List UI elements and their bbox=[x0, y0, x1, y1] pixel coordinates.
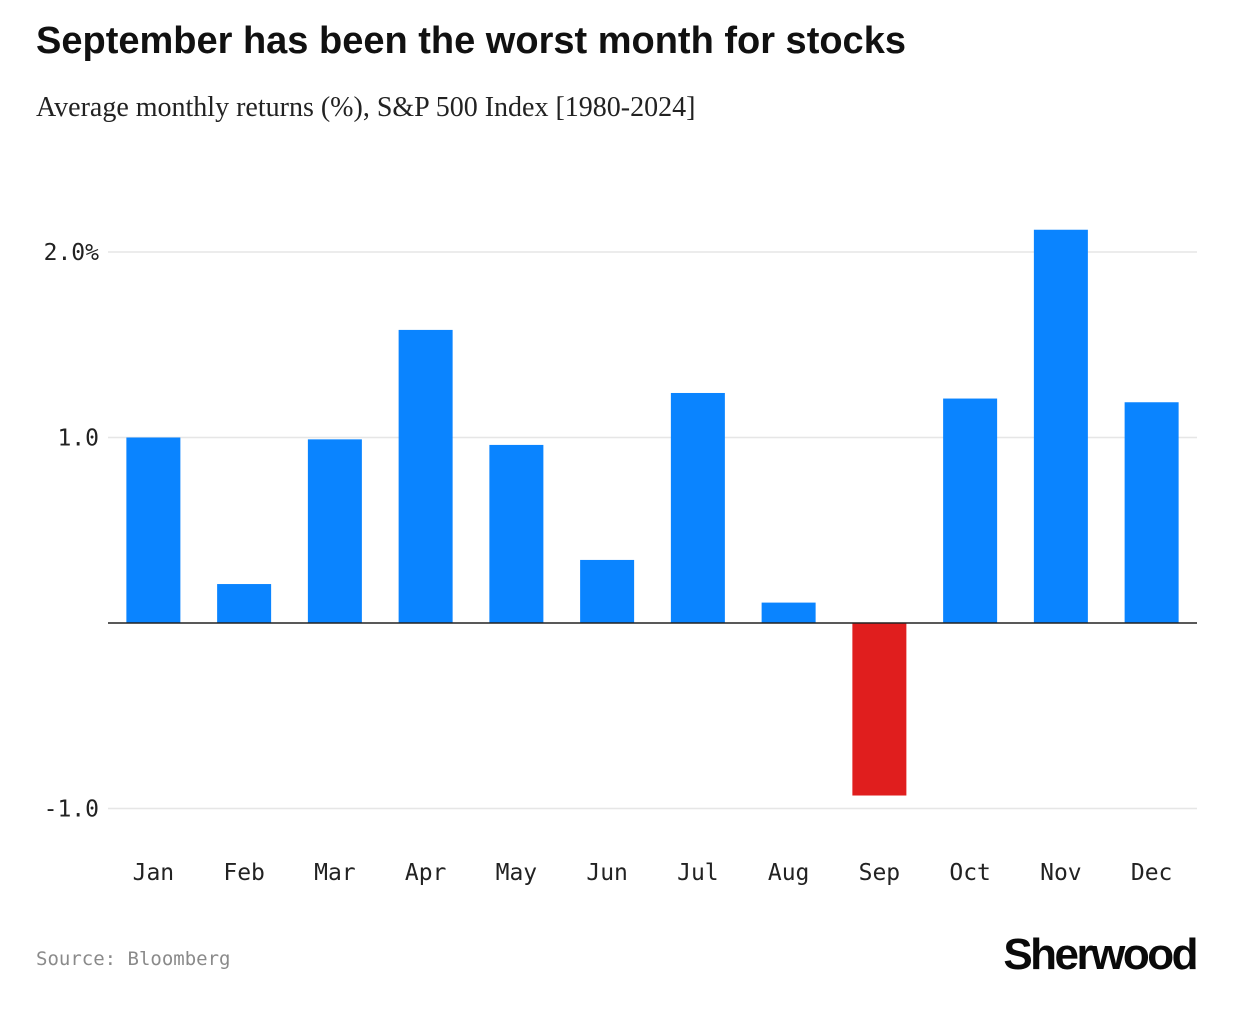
x-tick-label: Apr bbox=[405, 860, 447, 886]
source-note: Source: Bloomberg bbox=[36, 948, 231, 970]
sherwood-logo: Sherwood bbox=[1003, 930, 1198, 979]
y-tick-label: 2.0% bbox=[44, 240, 100, 266]
bar-apr bbox=[398, 329, 453, 623]
bar-aug bbox=[761, 602, 816, 623]
bar-may bbox=[489, 444, 544, 623]
x-tick-label: May bbox=[496, 860, 538, 886]
x-tick-label: Sep bbox=[859, 860, 901, 886]
bar-feb bbox=[217, 584, 272, 623]
chart-subtitle: Average monthly returns (%), S&P 500 Ind… bbox=[36, 92, 696, 123]
bar-oct bbox=[943, 398, 998, 623]
x-tick-label: Mar bbox=[314, 860, 356, 886]
x-tick-label: Jun bbox=[586, 860, 628, 886]
y-tick-label: -1.0 bbox=[44, 797, 99, 823]
x-tick-label: Dec bbox=[1131, 860, 1173, 886]
bar-jun bbox=[580, 559, 635, 623]
chart-title: September has been the worst month for s… bbox=[36, 20, 906, 62]
bar-sep bbox=[852, 623, 907, 796]
bar-dec bbox=[1124, 402, 1179, 623]
bar-jan bbox=[126, 437, 181, 623]
bar-nov bbox=[1033, 229, 1088, 624]
x-tick-label: Jul bbox=[677, 860, 719, 886]
bar-mar bbox=[307, 439, 362, 623]
bar-jul bbox=[670, 392, 725, 623]
y-tick-label: 1.0 bbox=[57, 426, 99, 452]
x-tick-label: Feb bbox=[223, 860, 265, 886]
x-tick-label: Oct bbox=[949, 860, 991, 886]
x-tick-label: Jan bbox=[133, 860, 175, 886]
x-tick-label: Nov bbox=[1040, 860, 1082, 886]
x-tick-label: Aug bbox=[768, 860, 810, 886]
